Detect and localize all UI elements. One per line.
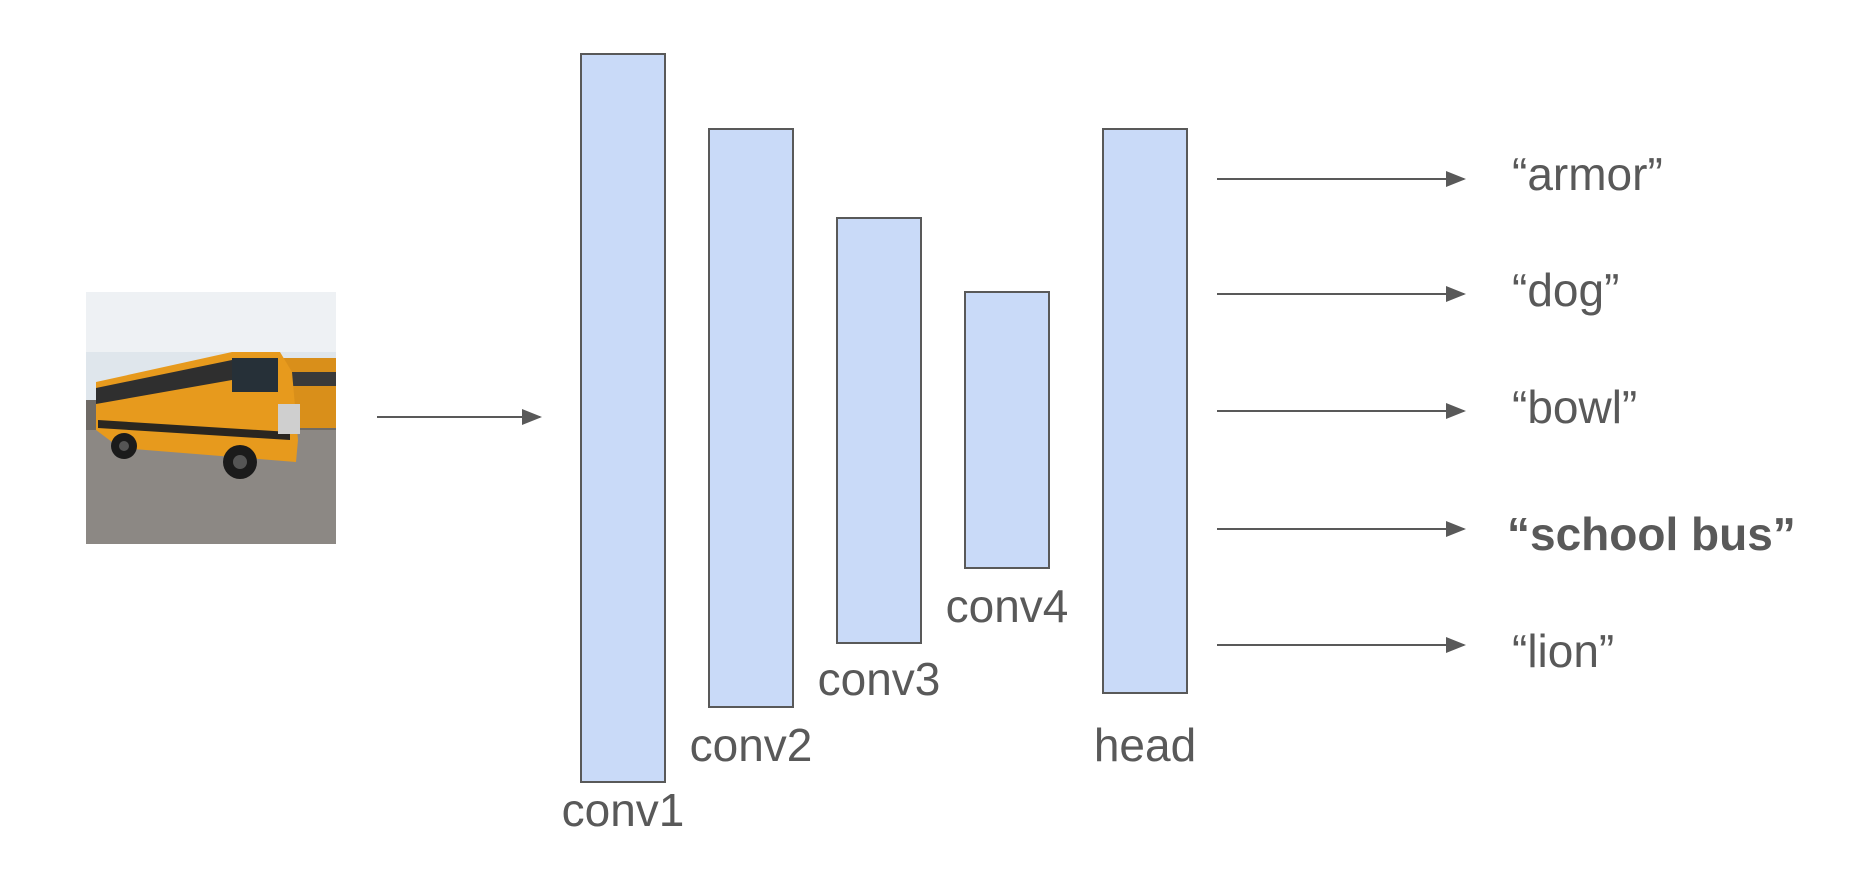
output-label-armor: “armor” bbox=[1512, 148, 1663, 200]
output-label-school-bus: “school bus” bbox=[1507, 508, 1796, 560]
layer-conv2-block bbox=[708, 128, 794, 708]
layer-conv3-block bbox=[836, 217, 922, 644]
layer-conv1-label: conv1 bbox=[562, 784, 685, 836]
layer-head-block bbox=[1102, 128, 1188, 694]
input-image bbox=[86, 292, 336, 544]
output-label-dog: “dog” bbox=[1512, 264, 1619, 316]
layer-conv4-block bbox=[964, 291, 1050, 569]
layer-conv3-label: conv3 bbox=[818, 653, 941, 705]
output-label-lion: “lion” bbox=[1512, 625, 1614, 677]
layer-conv1-block bbox=[580, 53, 666, 783]
layer-conv4-label: conv4 bbox=[946, 580, 1069, 632]
layer-head-label: head bbox=[1094, 719, 1196, 771]
output-label-bowl: “bowl” bbox=[1512, 381, 1637, 433]
layer-conv2-label: conv2 bbox=[690, 719, 813, 771]
